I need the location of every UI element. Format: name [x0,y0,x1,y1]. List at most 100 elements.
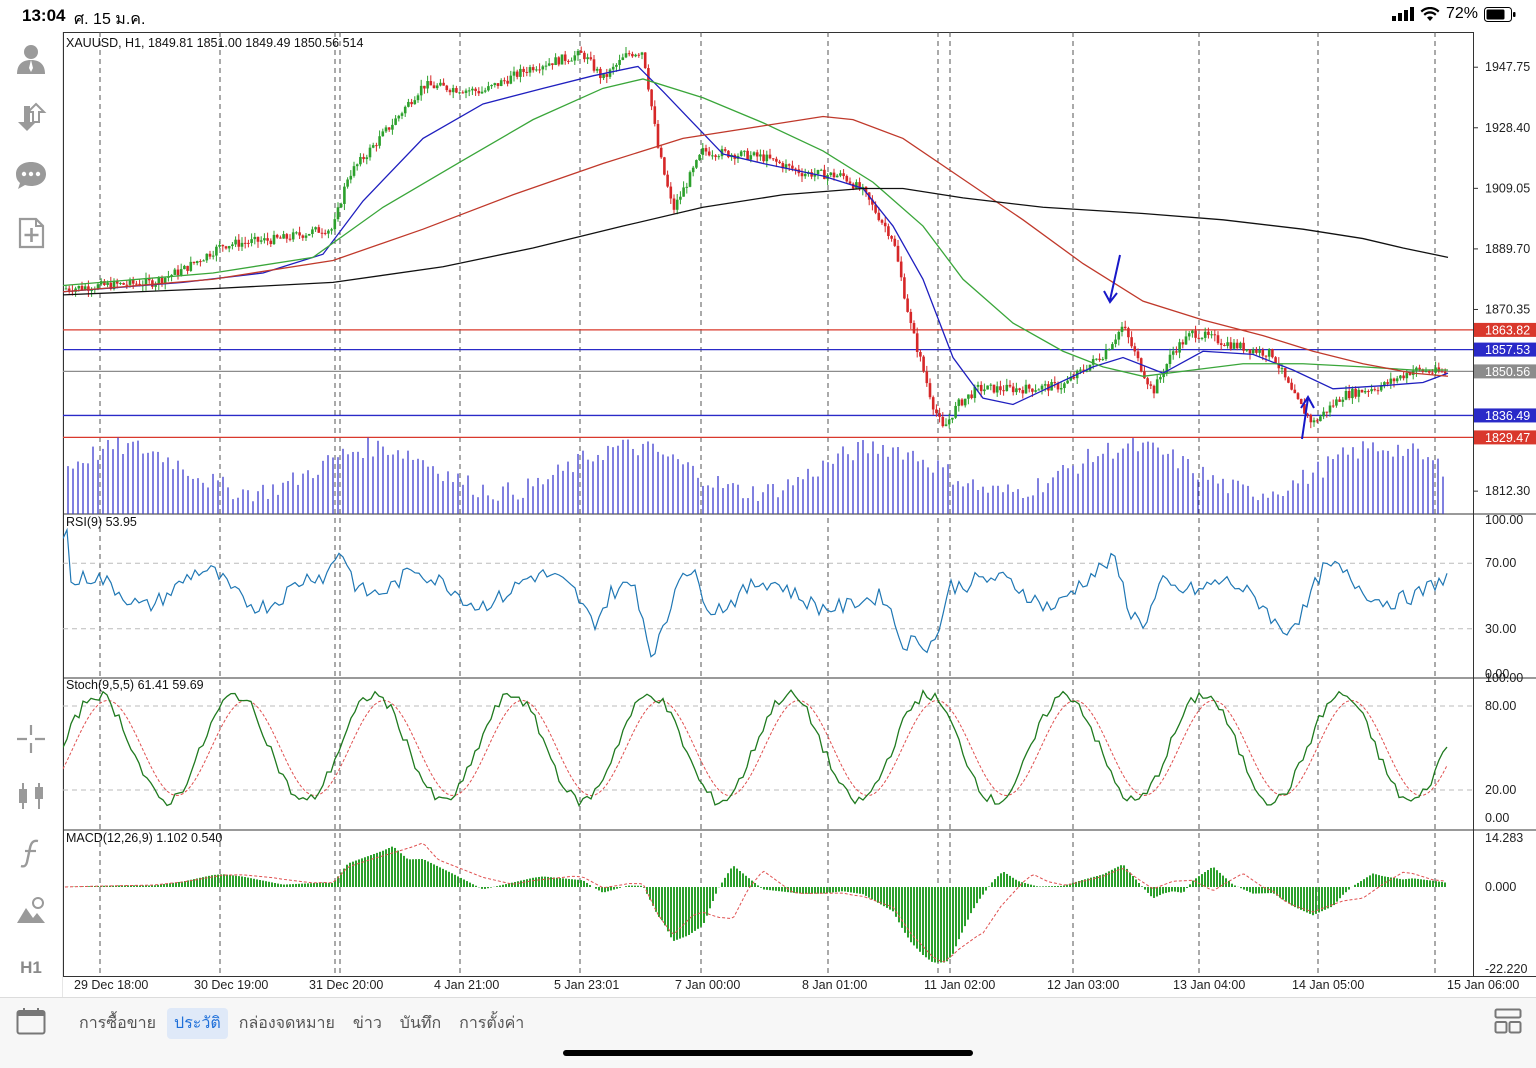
trade-button[interactable] [12,98,50,136]
timeframe-button[interactable]: H1 [12,949,50,987]
candle-body [496,83,500,86]
stoch-axis-label: 20.00 [1485,783,1516,797]
candle-body [1203,331,1207,338]
macd-axis-label: 0.000 [1485,880,1516,894]
candle-body [1187,333,1191,337]
candle-body [1175,351,1178,353]
candle-body [925,371,929,384]
candle-body [413,100,417,105]
candle-body [928,383,932,398]
candle-body [1296,393,1300,399]
candle-body [912,323,916,334]
candle-body [1248,349,1252,354]
tab-5[interactable]: การตั้งค่า [459,1013,525,1032]
tab-3[interactable]: ข่าว [352,1013,382,1032]
candle-body [1034,390,1037,392]
candle-body [1373,389,1377,391]
wifi-icon [1420,6,1440,21]
new-order-button[interactable] [12,214,50,252]
tab-2[interactable]: กล่องจดหมาย [238,1013,335,1032]
candle-body [64,288,68,290]
status-bar: 13:04 ศ. 15 ม.ค. 72% [0,0,1536,32]
candle-body [1427,370,1431,373]
candle-body [1072,377,1076,379]
candle-body [1159,377,1162,380]
candle-body [154,283,157,287]
objects-button[interactable] [12,892,50,930]
candle-body [1293,389,1297,394]
tab-4[interactable]: บันทึก [399,1013,442,1032]
candle-body [823,169,826,180]
candle-body [711,155,714,157]
candle-body [800,173,804,177]
candle-body [695,160,698,168]
rsi-axis-label: 100.00 [1485,513,1523,527]
candle-body [778,161,781,164]
candle-body [669,186,673,199]
candle-body [253,236,257,240]
tab-0[interactable]: การซื้อขาย [79,1013,157,1032]
candle-body [682,187,685,197]
candle-body [227,246,231,249]
candle-body [535,69,538,71]
candle-body [1315,420,1319,422]
calendar-icon[interactable] [16,1007,46,1035]
candle-body [189,261,193,271]
ma-long-line [62,187,1449,296]
time-label: 7 Jan 00:00 [675,978,740,992]
candle-body [352,166,356,176]
candle-body [967,394,970,399]
candle-body [391,124,394,130]
candle-body [1258,349,1261,353]
candle-body [311,229,314,235]
function-button[interactable] [12,834,50,872]
candle-body [1194,330,1197,338]
candle-body [211,255,215,257]
candle-body [1027,384,1031,389]
candle-body [291,232,295,240]
candle-body [762,154,765,162]
candle-body [339,203,343,208]
chat-button[interactable] [12,156,50,194]
indicators-button[interactable] [12,777,50,815]
candle-body [240,242,244,247]
candle-body [320,232,324,234]
candle-body [1344,390,1348,400]
account-button[interactable] [12,40,50,78]
candle-body [410,101,413,105]
candle-body [663,157,666,175]
candle-body [595,68,599,71]
candle-body [1319,416,1322,422]
candle-body [563,54,567,61]
price-axis-label: 1928.40 [1485,121,1530,135]
chat-icon [16,162,46,189]
candle-body [215,246,218,256]
candle-body [1331,405,1335,407]
candle-body [1363,391,1367,393]
price-chart[interactable]: 29 Dec 18:00 30 Dec 19:00 31 Dec 20:00 4 Ja… [62,32,1536,997]
candle-body [407,101,410,107]
symbol-label: XAUUSD, H1, 1849.81 1851.00 1849.49 1850… [66,36,363,50]
annotation-arrow-down [1103,254,1121,304]
tab-1[interactable]: ประวัติ [167,1008,228,1039]
layout-icon[interactable] [1494,1008,1522,1034]
status-indicators: 72% [1391,5,1516,23]
candle-body [1136,351,1140,359]
candle-body [1239,342,1242,349]
candle-body [269,240,273,245]
time-label: 4 Jan 21:00 [434,978,499,992]
chart-area[interactable]: 29 Dec 18:00 30 Dec 19:00 31 Dec 20:00 4 Ja… [62,32,1536,997]
candle-body [877,212,881,221]
candle-body [1354,388,1357,397]
candle-body [275,234,279,238]
candle-body [1392,378,1396,382]
candle-body [810,172,813,177]
candle-body [279,237,282,239]
candle-body [701,148,705,155]
candle-body [432,85,436,89]
crosshair-button[interactable] [12,720,50,758]
candle-body [522,68,525,72]
candle-body [1018,388,1021,391]
battery-icon [1484,6,1516,22]
candle-body [365,157,369,160]
